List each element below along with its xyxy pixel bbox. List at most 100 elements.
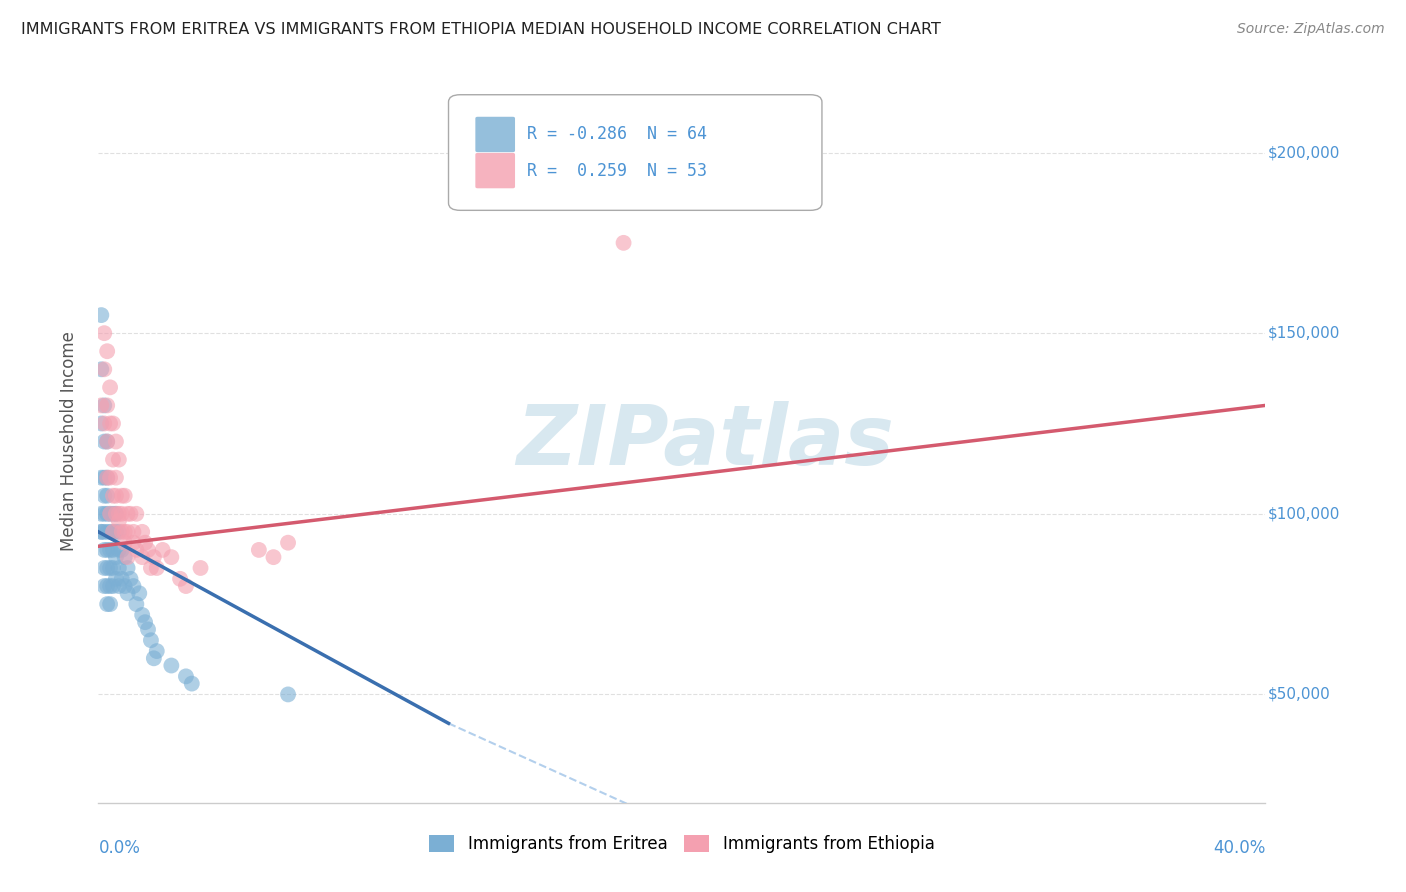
Text: $150,000: $150,000: [1268, 326, 1340, 341]
Point: [104, 507, 127, 521]
Point: [96, 398, 118, 412]
Point: [131, 607, 153, 622]
Text: $50,000: $50,000: [1268, 687, 1330, 702]
Point: [101, 489, 124, 503]
Point: [180, 676, 202, 690]
Point: [101, 524, 124, 539]
Point: [169, 572, 191, 586]
Point: [117, 586, 139, 600]
Point: [98, 417, 121, 431]
Point: [93, 470, 115, 484]
Text: Source: ZipAtlas.com: Source: ZipAtlas.com: [1237, 22, 1385, 37]
Point: [93, 489, 115, 503]
FancyBboxPatch shape: [475, 153, 515, 188]
Point: [96, 470, 118, 484]
Point: [174, 669, 197, 683]
Point: [96, 579, 118, 593]
Point: [96, 561, 118, 575]
Point: [117, 561, 139, 575]
Point: [108, 561, 131, 575]
Point: [114, 524, 136, 539]
Point: [612, 235, 634, 250]
Point: [104, 507, 127, 521]
Point: [146, 561, 169, 575]
Point: [114, 579, 136, 593]
Point: [93, 417, 115, 431]
Point: [117, 507, 139, 521]
Point: [111, 542, 134, 557]
Point: [101, 417, 124, 431]
Point: [122, 579, 145, 593]
Text: 0.0%: 0.0%: [98, 838, 141, 857]
Point: [111, 524, 134, 539]
Point: [120, 507, 142, 521]
Point: [90, 524, 112, 539]
Point: [120, 572, 142, 586]
FancyBboxPatch shape: [449, 95, 823, 211]
Point: [96, 434, 118, 449]
Point: [90, 507, 112, 521]
Point: [131, 550, 153, 565]
Text: 40.0%: 40.0%: [1213, 838, 1265, 857]
Point: [134, 615, 156, 630]
Point: [101, 524, 124, 539]
Point: [142, 550, 165, 565]
Point: [136, 623, 159, 637]
Point: [96, 434, 118, 449]
Point: [96, 489, 118, 503]
Point: [96, 542, 118, 557]
Text: $200,000: $200,000: [1268, 145, 1340, 160]
Point: [134, 535, 156, 549]
Point: [122, 524, 145, 539]
Point: [90, 417, 112, 431]
Point: [125, 507, 148, 521]
Point: [104, 524, 127, 539]
Point: [190, 561, 212, 575]
Point: [93, 362, 115, 376]
Point: [96, 597, 118, 611]
Point: [96, 344, 118, 359]
Point: [98, 507, 121, 521]
Point: [108, 542, 131, 557]
Point: [111, 489, 134, 503]
Point: [98, 542, 121, 557]
Point: [101, 542, 124, 557]
Text: R =  0.259  N = 53: R = 0.259 N = 53: [527, 161, 707, 179]
Point: [101, 452, 124, 467]
Point: [136, 542, 159, 557]
Point: [114, 535, 136, 549]
Point: [108, 524, 131, 539]
Legend: Immigrants from Eritrea, Immigrants from Ethiopia: Immigrants from Eritrea, Immigrants from…: [423, 828, 941, 860]
Point: [98, 579, 121, 593]
Point: [247, 542, 270, 557]
Point: [160, 550, 183, 565]
Point: [117, 550, 139, 565]
Point: [139, 561, 162, 575]
Point: [128, 586, 150, 600]
Point: [104, 470, 127, 484]
Point: [125, 597, 148, 611]
Point: [93, 398, 115, 412]
Point: [90, 362, 112, 376]
Point: [111, 572, 134, 586]
Point: [90, 398, 112, 412]
Text: R = -0.286  N = 64: R = -0.286 N = 64: [527, 126, 707, 144]
Point: [93, 434, 115, 449]
Point: [98, 524, 121, 539]
Point: [139, 633, 162, 648]
Point: [96, 524, 118, 539]
Point: [98, 380, 121, 394]
Point: [146, 644, 169, 658]
Point: [114, 489, 136, 503]
Point: [93, 542, 115, 557]
Point: [90, 470, 112, 484]
Point: [111, 507, 134, 521]
Point: [93, 326, 115, 340]
Point: [108, 452, 131, 467]
Point: [96, 507, 118, 521]
Point: [160, 658, 183, 673]
Point: [114, 550, 136, 565]
FancyBboxPatch shape: [475, 117, 515, 153]
Point: [125, 542, 148, 557]
Point: [104, 489, 127, 503]
